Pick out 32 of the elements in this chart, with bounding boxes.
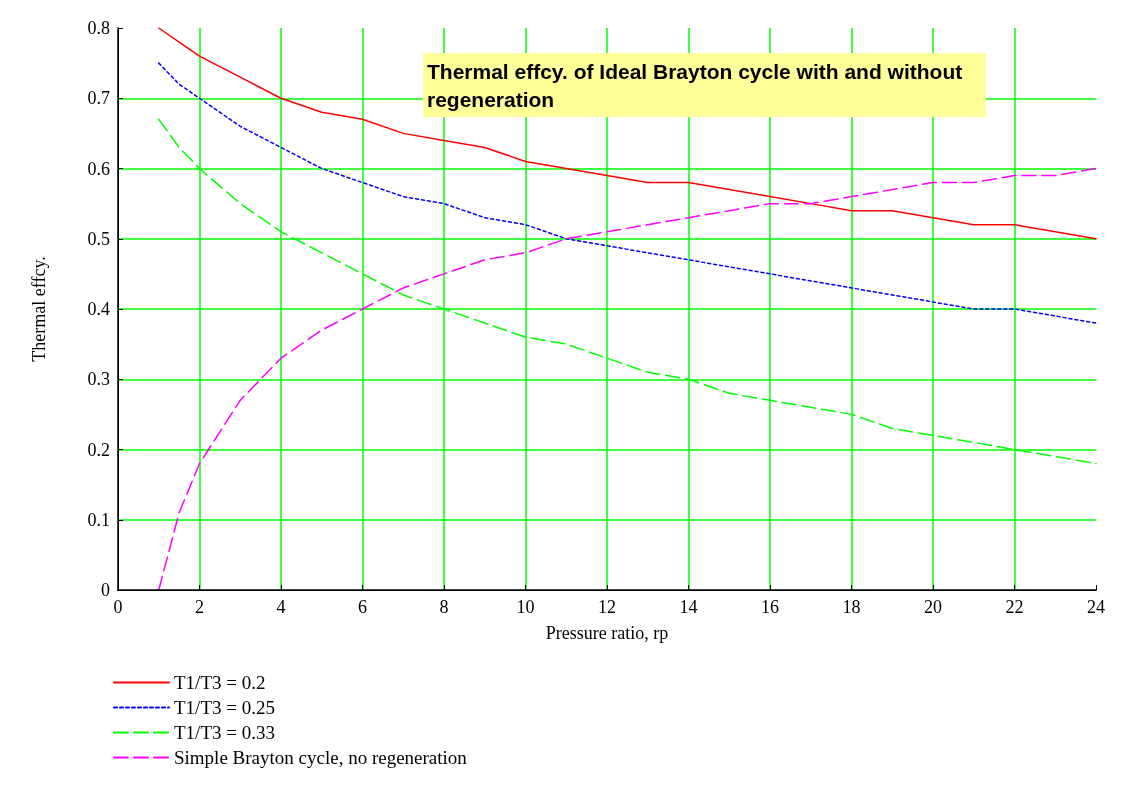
y-tick-label: 0.2 [87,439,110,460]
x-tick-label: 14 [679,597,698,617]
x-tick-label: 24 [1087,597,1105,617]
legend-label: T1/T3 = 0.33 [174,722,275,743]
x-tick-label: 2 [195,597,204,617]
x-tick-label: 20 [924,597,942,617]
y-tick-label: 0.7 [87,88,110,109]
x-tick-label: 16 [761,597,779,617]
y-tick-label: 0 [101,580,110,600]
y-axis-title: Thermal effcy. [29,256,49,362]
x-tick-label: 6 [358,597,367,617]
y-tick-label: 0.4 [87,299,110,319]
y-tick-label: 0.1 [87,509,110,530]
y-tick-label: 0.6 [87,158,110,179]
x-axis-title: Pressure ratio, rp [545,623,669,643]
x-tick-label: 18 [842,597,861,617]
x-tick-label: 12 [598,597,616,617]
line-series [158,27,1097,240]
legend-label: Simple Brayton cycle, no regeneration [174,747,468,768]
legend-label: T1/T3 = 0.2 [174,672,266,693]
x-tick-label: 8 [439,597,449,617]
y-tick-label: 0.8 [87,18,110,38]
x-tick-label: 10 [516,597,535,617]
line-series [158,62,1097,324]
y-tick-label: 0.3 [87,369,110,390]
text: Thermal effcy. of Ideal Brayton cycle with and without regeneration [427,59,969,111]
x-tick-label: 22 [1005,597,1024,617]
x-tick-label: 4 [276,597,286,617]
y-tick-label: 0.5 [87,228,110,249]
line-series [158,167,1097,591]
legend-label: T1/T3 = 0.25 [174,697,275,718]
x-tick-label: 0 [113,597,123,617]
